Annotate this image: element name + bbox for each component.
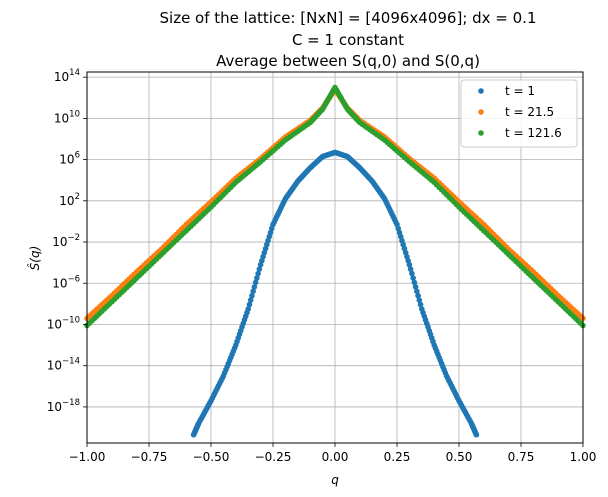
y-tick-label: 1010 (54, 109, 80, 125)
data-point (473, 431, 480, 438)
x-tick-label: −0.75 (131, 450, 168, 464)
x-tick-label: 0.00 (322, 450, 349, 464)
data-point (409, 270, 415, 277)
data-point (251, 284, 258, 290)
y-tick-label: 10−18 (47, 398, 80, 414)
data-point (256, 266, 263, 272)
y-tick-label: 10−14 (47, 357, 80, 373)
data-point (406, 261, 413, 268)
data-point (411, 279, 418, 286)
data-point (414, 288, 420, 295)
legend: t = 1 t = 21.5 t = 121.6 (460, 79, 578, 148)
y-axis-ticks: 1014 1010 106 102 10−2 10−6 10−10 10−14 10−18 (47, 68, 87, 414)
data-point (415, 292, 421, 299)
x-axis-label: q (331, 473, 339, 487)
data-point (247, 297, 254, 303)
x-tick-label: −0.25 (255, 450, 292, 464)
data-point (252, 279, 259, 286)
x-axis-ticks: −1.00 −0.75 −0.50 −0.25 0.00 0.25 0.50 0.75 1.00 (69, 443, 597, 464)
legend-marker (478, 109, 484, 115)
x-tick-label: 1.00 (570, 450, 597, 464)
y-axis-label: Ŝ(q) (27, 246, 42, 271)
chart-title-line-2: C = 1 constant (292, 31, 404, 49)
data-point (407, 266, 414, 272)
x-tick-label: 0.50 (446, 450, 473, 464)
y-tick-label: 10−10 (47, 315, 80, 331)
legend-box (460, 79, 578, 148)
legend-marker (478, 130, 484, 136)
x-tick-label: 0.25 (384, 450, 411, 464)
chart-title-line-1: Size of the lattice: [NxN] = [4096x4096]… (160, 9, 537, 27)
y-tick-label: 102 (59, 192, 80, 208)
legend-marker (478, 88, 484, 94)
x-tick-label: −0.50 (193, 450, 230, 464)
legend-label: t = 121.6 (505, 126, 562, 140)
scatter-series (84, 84, 586, 438)
x-tick-label: 0.75 (508, 450, 535, 464)
data-point (416, 297, 423, 303)
legend-label: t = 21.5 (505, 105, 554, 119)
y-tick-label: 10−6 (52, 274, 80, 290)
data-point (255, 270, 261, 277)
y-tick-label: 1014 (54, 68, 80, 84)
chart-title: Size of the lattice: [NxN] = [4096x4096]… (160, 9, 537, 70)
data-point (412, 284, 419, 290)
y-tick-label: 106 (59, 151, 80, 167)
data-point (249, 292, 255, 299)
data-point (417, 301, 424, 308)
data-point (246, 301, 253, 308)
y-tick-label: 10−2 (52, 233, 80, 249)
series-0 (190, 149, 480, 438)
x-tick-label: −1.00 (69, 450, 106, 464)
chart-title-line-3: Average between S(q,0) and S(0,q) (216, 52, 480, 70)
data-point (245, 306, 251, 312)
data-point (250, 288, 256, 295)
legend-label: t = 1 (505, 84, 535, 98)
data-point (254, 275, 260, 281)
series-2 (84, 84, 586, 329)
data-point (410, 275, 416, 281)
